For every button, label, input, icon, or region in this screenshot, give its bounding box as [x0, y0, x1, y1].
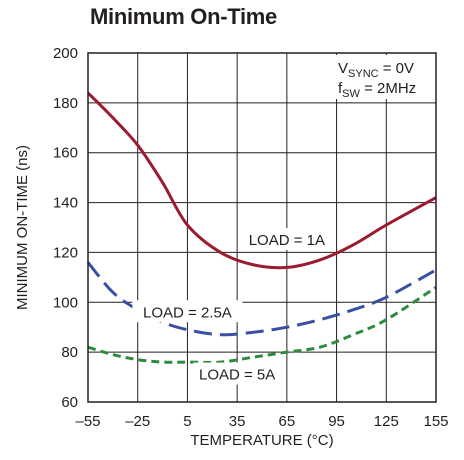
x-axis-label: TEMPERATURE (°C) — [190, 432, 333, 449]
y-tick-label: 180 — [53, 95, 78, 112]
x-tick-label: –25 — [125, 413, 150, 430]
series-line-1 — [86, 91, 437, 270]
series-label-1: LOAD = 1A — [249, 232, 325, 249]
x-tick-label: 125 — [374, 413, 399, 430]
y-tick-label: 100 — [53, 294, 78, 311]
y-tick-label: 120 — [53, 244, 78, 261]
x-tick-label: 5 — [183, 413, 191, 430]
plot-frame — [87, 52, 437, 403]
annotation-background — [330, 55, 434, 99]
chart-title: Minimum On-Time — [90, 4, 277, 29]
x-tick-label: –55 — [75, 413, 100, 430]
series-labels: LOAD = 1A LOAD = 2.5A LOAD = 5A — [132, 227, 334, 385]
y-tick-label: 80 — [61, 344, 78, 361]
condition-annotation: VSYNC = 0V fSW = 2MHz — [330, 55, 434, 100]
series-line-2 — [86, 261, 437, 337]
series-label-background — [239, 227, 334, 250]
x-tick-label: 155 — [423, 413, 448, 430]
y-tick-labels: 60 80 100 120 140 160 180 200 — [53, 45, 78, 411]
x-tick-labels: –55 –25 5 35 65 95 125 155 — [75, 413, 448, 430]
series-label-background — [132, 300, 243, 323]
y-axis-label: MINIMUM ON-TIME (ns) — [14, 145, 31, 310]
x-tick-label: 65 — [279, 413, 296, 430]
series-line-3 — [87, 286, 437, 364]
y-tick-label: 160 — [53, 145, 78, 162]
x-tick-label: 35 — [229, 413, 246, 430]
annotation-fsw: fSW = 2MHz — [338, 80, 416, 100]
y-tick-label: 200 — [53, 45, 78, 62]
series-label-3: LOAD = 5A — [199, 367, 275, 384]
series-label-2: LOAD = 2.5A — [143, 304, 232, 321]
series-label-background — [193, 362, 282, 385]
y-tick-label: 140 — [53, 195, 78, 212]
y-tick-label: 60 — [61, 394, 78, 411]
annotation-vsync: VSYNC = 0V — [338, 60, 414, 80]
x-tick-label: 95 — [328, 413, 345, 430]
